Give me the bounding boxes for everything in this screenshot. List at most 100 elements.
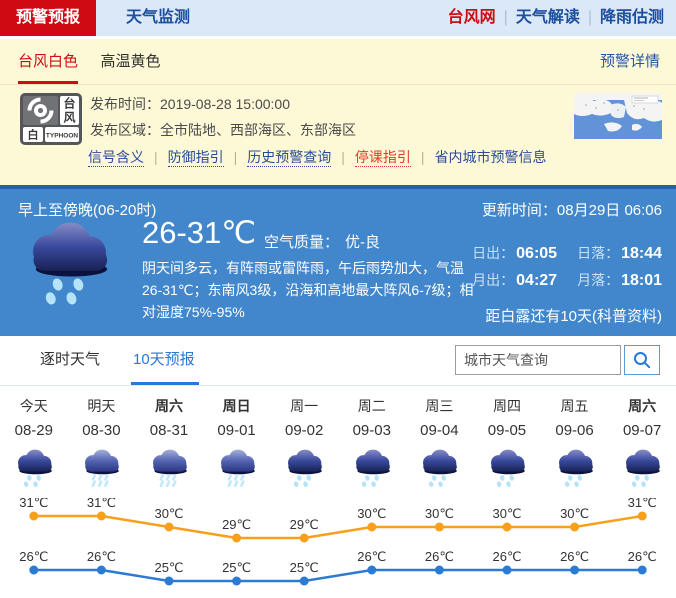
separator: | [503,9,508,26]
publish-time-row: 发布时间：2019-08-28 15:00:00 [90,91,356,117]
link-weather-explain[interactable]: 天气解读 [515,9,580,26]
high-temp-point [299,533,309,543]
link-signal-meaning[interactable]: 信号含义 [88,149,144,167]
air-quality-label: 空气质量： [264,234,340,251]
separator: | [587,9,592,26]
high-temp-point [502,522,512,532]
typhoon-char-white: 白 [28,128,39,142]
sunrise-value: 06:05 [516,245,558,262]
shower-icon [473,444,541,498]
link-defense-guide[interactable]: 防御指引 [167,149,224,167]
low-temp-label: 26℃ [357,549,386,564]
high-temp-label: 30℃ [492,506,521,521]
sunrise: 日出： 06:05 [472,243,557,263]
search-button[interactable] [624,345,660,375]
separator: | [420,149,425,165]
forecast-column: 周六 09-07 [608,394,676,498]
publish-area-row: 发布区域：全市陆地、西部海区、东部海区 [90,117,356,143]
low-temp-point [434,565,444,575]
high-temp-point [232,533,242,543]
day-label: 周二 [357,398,386,414]
low-temp-point [502,565,512,575]
sunset: 日落： 18:44 [577,243,662,263]
low-temp-point [232,576,242,586]
date-label: 08-29 [14,422,53,439]
sun-moon-times: 日出： 06:05 日落： 18:44 月出： 04:27 月落： 18:01 [472,243,662,290]
date-label: 09-04 [420,422,459,439]
forecast-column: 明天 08-30 [68,394,136,498]
tab-typhoon-white[interactable]: 台风白色 [18,53,79,70]
city-search-input[interactable] [455,345,621,375]
moonrise-label: 月出： [472,272,515,288]
high-temp-label: 29℃ [222,517,251,532]
link-class-suspension-guide[interactable]: 停课指引 [354,149,411,167]
sunset-label: 日落： [577,245,620,261]
low-temp-point [637,565,647,575]
moonset-label: 月落： [577,272,620,288]
high-temp-label: 31℃ [628,498,657,510]
air-quality: 空气质量： 优-良 [264,231,380,252]
date-label: 09-03 [352,422,391,439]
low-temp-point [96,565,106,575]
high-temp-line [33,514,643,540]
shower-weather-icon [22,219,114,316]
warning-tabs-row: 台风白色 高温黄色 预警详情 [0,39,676,85]
publish-info: 发布时间：2019-08-28 15:00:00 发布区域：全市陆地、西部海区、… [90,91,356,143]
link-province-city-warnings[interactable]: 省内城市预警信息 [434,149,547,165]
high-temp-label: 30℃ [357,506,386,521]
day-label: 周六 [154,398,183,414]
tab-ten-day-forecast[interactable]: 10天预报 [133,351,195,368]
day-label: 周日 [222,398,251,414]
forecast-period: 早上至傍晚(06-20时) [18,202,157,219]
forecast-column: 周三 09-04 [406,394,474,498]
link-rain-estimate[interactable]: 降雨估测 [599,9,664,26]
update-time: 更新时间：08月29日 06:06 [482,199,662,220]
warning-map-thumbnail[interactable] [574,93,662,139]
tab-weather-monitor[interactable]: 天气监测 [126,9,191,26]
tab-heat-yellow[interactable]: 高温黄色 [100,53,161,70]
low-temp-label: 26℃ [87,549,116,564]
moonset-value: 18:01 [621,272,662,289]
low-temp-point [164,576,174,586]
high-temp-point [434,522,444,532]
warning-detail-link[interactable]: 预警详情 [599,53,660,70]
date-label: 09-01 [217,422,256,439]
day-label: 今天 [19,398,48,414]
tab-warning-forecast[interactable]: 预警预报 [0,0,97,36]
shower-icon [406,444,474,498]
forecast-column: 今天 08-29 [0,394,68,498]
forecast-column: 周日 09-01 [203,394,271,498]
separator: | [233,149,238,165]
date-label: 09-07 [622,422,662,439]
current-weather-panel: 早上至傍晚(06-20时) 更新时间：08月29日 06:06 26-31℃ 空… [0,185,676,336]
separator: | [154,149,158,165]
update-time-label: 更新时间： [481,202,557,219]
tab-hourly-weather[interactable]: 逐时天气 [40,351,101,368]
link-history-warning-query[interactable]: 历史预警查询 [247,149,332,167]
active-tab-underline [18,81,78,84]
low-temp-label: 25℃ [290,560,319,575]
high-temp-point [637,511,647,521]
publish-area-value: 全市陆地、西部海区、东部海区 [160,122,356,138]
typhoon-char-top: 台 [63,96,75,111]
link-typhoon-net[interactable]: 台风网 [447,9,496,26]
temperature-trend-chart: 31℃ 31℃ 30℃ 29℃ 29℃ 30℃ 30℃ 30℃ 30℃ 31℃ 26℃ 26℃ 25℃ 2… [19,498,657,586]
high-temp-label: 30℃ [154,506,183,521]
day-label: 周四 [492,398,521,414]
publish-time-label: 发布时间： [90,96,160,112]
heavy-rain-icon [135,444,203,498]
forecast-column: 周六 08-31 [135,394,203,498]
temperature-range: 26-31℃ [142,215,257,250]
shower-icon [270,444,338,498]
high-temp-point [570,522,580,532]
low-temp-line [33,568,643,583]
low-temp-label: 26℃ [628,549,657,564]
day-label: 周五 [560,398,589,414]
low-temp-label: 26℃ [425,549,454,564]
shower-icon [338,444,406,498]
top-nav: 预警预报 天气监测 台风网 | 天气解读 | 降雨估测 [0,0,676,39]
high-temp-label: 29℃ [290,517,319,532]
publish-area-label: 发布区域： [90,122,160,138]
shower-icon [0,444,68,498]
forecast-column: 周五 09-06 [541,394,609,498]
